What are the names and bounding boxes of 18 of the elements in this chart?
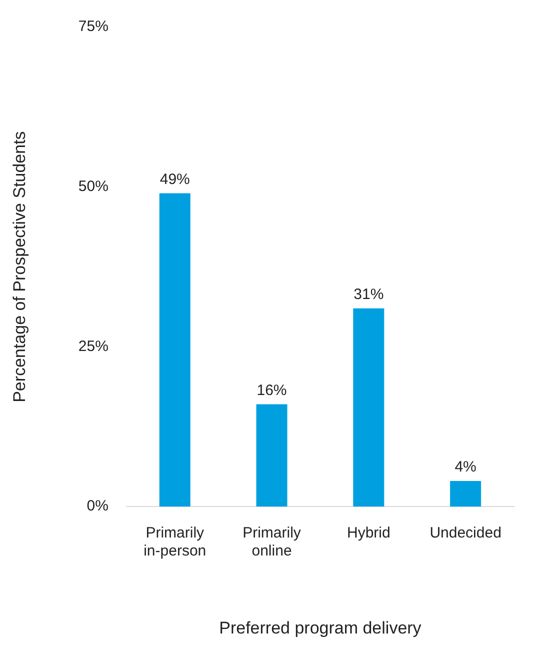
x-tick-label: Primarily in-person [144,524,206,560]
y-axis-title: Percentage of Prospective Students [10,131,29,402]
data-label: 49% [160,170,190,188]
y-tick-label: 75% [78,18,108,36]
bar [256,404,288,507]
y-tick-label: 25% [78,338,108,355]
x-tick-label: Hybrid [346,524,390,542]
data-label: 16% [256,382,287,399]
data-label: 31% [354,286,384,304]
y-tick-label: 50% [78,178,108,196]
data-label: 4% [454,458,476,476]
y-tick-label: 0% [86,498,108,515]
x-axis-title: Preferred program delivery [219,618,422,638]
x-tick-label: Primarily online [242,524,302,560]
x-tick-label: Undecided [430,524,502,542]
bar [353,308,384,507]
bar [450,481,482,507]
bar [159,193,190,507]
